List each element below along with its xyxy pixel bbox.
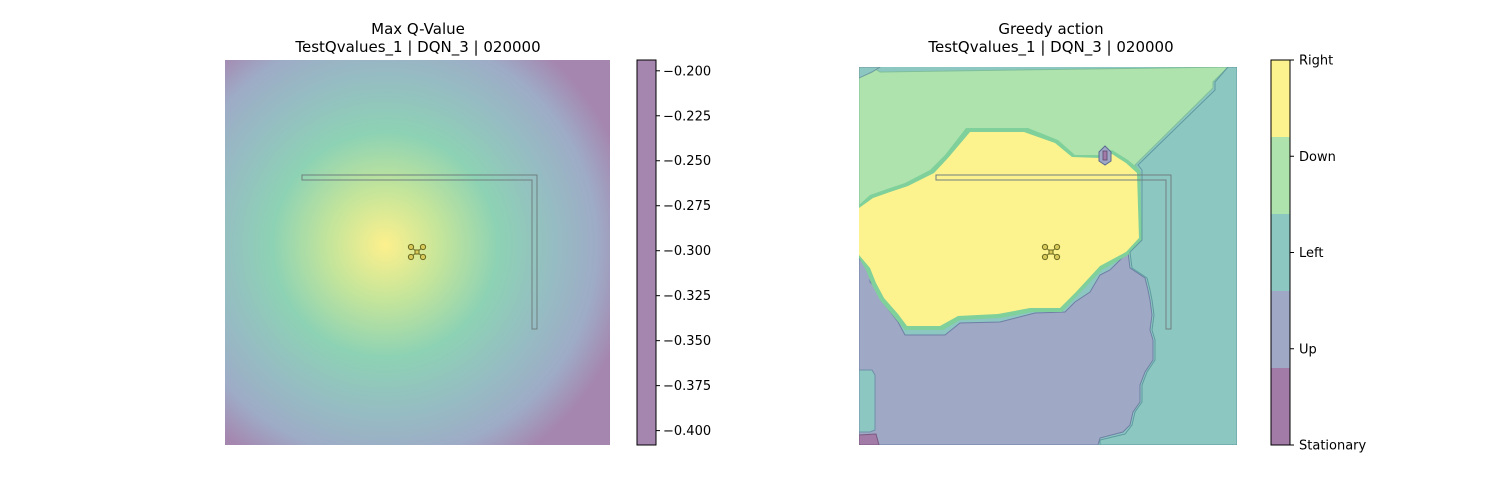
- wall-outline: [301, 174, 538, 330]
- qvalue-colorbar-tick-label: −0.350: [663, 334, 711, 349]
- action-colorbar-tick-label: Stationary: [1299, 439, 1367, 454]
- qvalue-colorbar-tick-label: −0.275: [663, 199, 711, 214]
- drone-icon-right: [1041, 243, 1061, 261]
- qvalue-colorbar-tick-label: −0.225: [663, 109, 711, 124]
- qvalue-colorbar-tick-label: −0.325: [663, 289, 711, 304]
- action-colorbar-segment-stationary: [1271, 368, 1290, 445]
- qvalue-colorbar-bar: [637, 60, 656, 445]
- qvalue-colorbar-tick-label: −0.250: [663, 154, 711, 169]
- qvalue-colorbar-tick-label: −0.300: [663, 244, 711, 259]
- action-colorbar-tick-label: Left: [1299, 246, 1323, 261]
- action-colorbar-tick-label: Down: [1299, 150, 1336, 165]
- qvalue-colorbar-tick-label: −0.375: [663, 379, 711, 394]
- action-colorbar: Right Down Left Up Stationary: [1270, 54, 1367, 454]
- qvalue-colorbar-tick-label: −0.200: [663, 64, 711, 79]
- action-subtitle: TestQvalues_1 | DQN_3 | 020000: [927, 38, 1173, 57]
- action-panel: Greedy action TestQvalues_1 | DQN_3 | 02…: [859, 20, 1367, 454]
- action-colorbar-tick-label: Right: [1299, 54, 1333, 69]
- region-left-right-edge: [1099, 67, 1237, 445]
- wall-outline-right: [935, 174, 1172, 330]
- region-up: [859, 250, 1154, 445]
- region-stationary-patch: [859, 433, 880, 445]
- qvalue-title: Max Q-Value: [371, 20, 465, 38]
- action-colorbar-segment-right: [1271, 60, 1290, 137]
- action-map: [859, 67, 1237, 445]
- drone-icon: [407, 243, 427, 261]
- action-colorbar-segment-up: [1271, 291, 1290, 368]
- action-title: Greedy action: [998, 20, 1103, 38]
- qvalue-colorbar: −0.200 −0.225 −0.250 −0.275 −0.300 −0.325 −0.3…: [636, 59, 711, 446]
- action-colorbar-segment-down: [1271, 137, 1290, 214]
- action-colorbar-tick-label: Up: [1299, 342, 1317, 357]
- qvalue-colorbar-tick-label: −0.400: [663, 424, 711, 439]
- region-left-patch: [859, 369, 876, 433]
- action-colorbar-segment-left: [1271, 214, 1290, 291]
- qvalue-panel: Max Q-Value TestQvalues_1 | DQN_3 | 0200…: [225, 20, 711, 446]
- qvalue-subtitle: TestQvalues_1 | DQN_3 | 020000: [294, 38, 540, 57]
